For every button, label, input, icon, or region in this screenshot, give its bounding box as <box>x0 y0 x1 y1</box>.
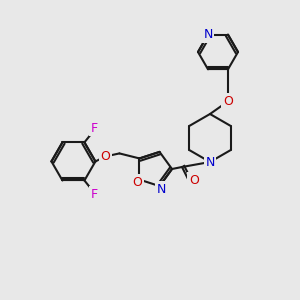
Text: F: F <box>91 122 98 135</box>
Text: O: O <box>189 173 199 187</box>
Text: F: F <box>91 188 98 201</box>
Text: O: O <box>223 95 233 108</box>
Text: N: N <box>157 183 166 196</box>
Text: N: N <box>205 155 215 169</box>
Text: O: O <box>100 150 110 163</box>
Text: O: O <box>133 176 142 189</box>
Text: N: N <box>203 28 213 41</box>
